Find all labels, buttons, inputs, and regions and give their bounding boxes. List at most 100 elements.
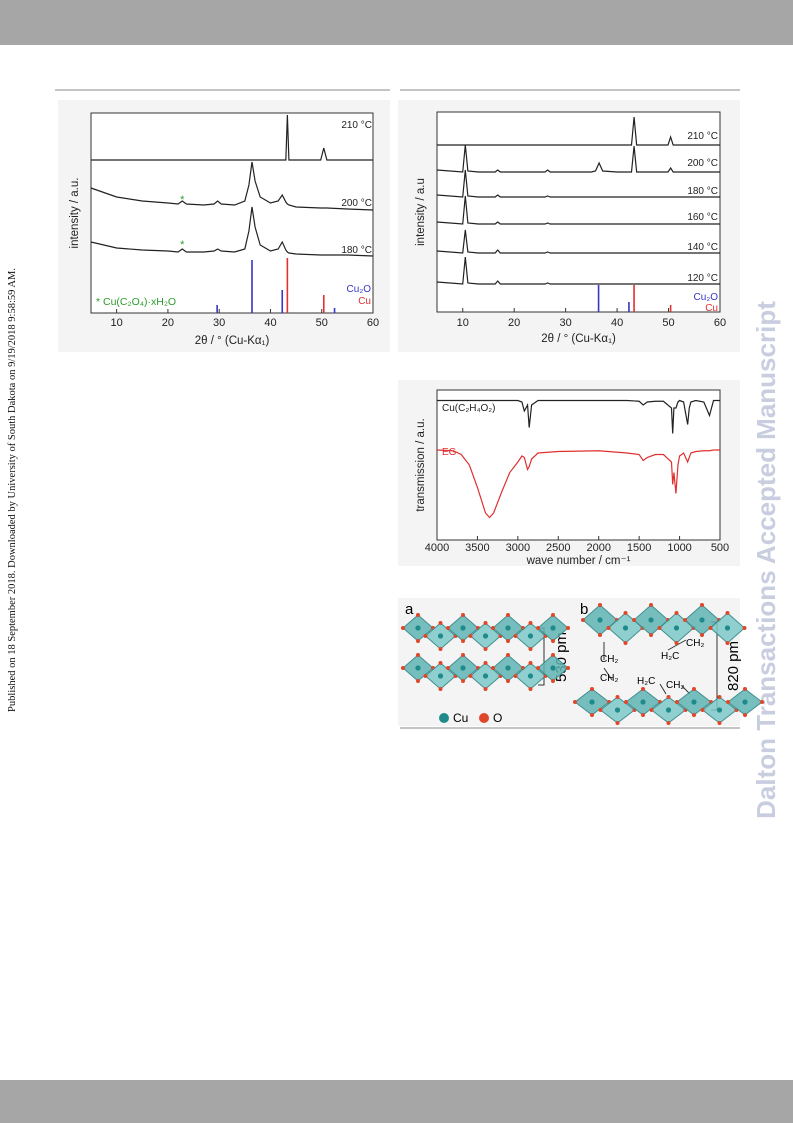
o-atom <box>513 674 518 678</box>
o-atom <box>649 603 653 607</box>
o-atom <box>598 633 602 637</box>
o-atom <box>566 626 570 630</box>
x-tick-label: 10 <box>111 317 123 329</box>
o-atom <box>624 700 628 704</box>
cu-atom <box>550 665 556 671</box>
o-atom <box>666 695 671 699</box>
header-bar <box>0 0 793 45</box>
o-atom <box>725 611 730 615</box>
spacing-label: 820 pm <box>725 641 742 691</box>
cu-atom <box>482 633 489 639</box>
cu-atom <box>648 617 654 623</box>
o-atom <box>446 666 450 670</box>
x-tick-label: 30 <box>213 317 225 329</box>
series-label: 180 °C <box>341 245 372 256</box>
cu-atom <box>614 707 621 713</box>
o-atom <box>536 626 540 630</box>
o-atom <box>743 687 747 691</box>
o-atom <box>513 634 518 638</box>
o-atom <box>506 639 510 643</box>
o-atom <box>483 621 488 625</box>
cu-atom <box>597 617 603 623</box>
cu-atom <box>622 625 629 631</box>
o-atom <box>461 653 465 657</box>
o-atom <box>491 666 495 670</box>
o-atom <box>416 639 420 643</box>
o-atom <box>536 666 540 670</box>
o-atom <box>743 713 747 717</box>
o-atom <box>438 661 443 665</box>
o-atom <box>528 661 533 665</box>
o-atom <box>623 611 628 615</box>
cu-atom <box>460 625 466 631</box>
x-tick-label: 50 <box>316 317 328 329</box>
o-atom <box>649 633 653 637</box>
x-axis-label: 2θ / ° (Cu-Kα₁) <box>541 333 616 345</box>
o-atom <box>461 639 465 643</box>
data-line <box>436 144 720 173</box>
o-atom <box>692 687 696 691</box>
o-atom <box>416 653 420 657</box>
series-label: 140 °C <box>687 242 718 253</box>
plot-frame <box>436 389 721 541</box>
cu-atom <box>589 699 595 705</box>
cu-atom <box>673 625 680 631</box>
cu-atom <box>505 665 511 671</box>
o-atom <box>401 666 405 670</box>
o-atom <box>416 613 420 617</box>
cu-atom <box>437 633 444 639</box>
group-label: H₂C <box>661 651 679 662</box>
o-atom <box>551 653 555 657</box>
o-atom <box>423 674 428 678</box>
o-atom <box>483 661 488 665</box>
footer-bar <box>0 1080 793 1123</box>
data-line <box>91 114 373 161</box>
y-axis-label: intensity / a.u. <box>69 178 81 249</box>
watermark: Dalton Transactions Accepted Manuscript <box>751 301 781 819</box>
cu-atom <box>460 665 466 671</box>
legend-label: * Cu(C₂O₄)·xH₂O <box>96 296 176 308</box>
o-atom <box>598 708 603 712</box>
o-atom <box>700 708 705 712</box>
o-atom <box>606 626 611 630</box>
y-axis-label: intensity / a.u <box>415 178 427 246</box>
o-atom <box>566 666 570 670</box>
legend-label: Cu <box>453 711 468 725</box>
structure-figure: a b 530 pm 820 pm CH₂ CH₂ H₂C CH₂ H₂C CH… <box>398 598 764 726</box>
cu-atom <box>527 673 534 679</box>
o-atom <box>528 647 533 651</box>
series-label: EG <box>442 447 457 458</box>
o-atom <box>725 641 730 645</box>
legend-label: O <box>493 711 502 725</box>
o-atom <box>666 721 671 725</box>
o-atom <box>461 679 465 683</box>
o-atom <box>581 618 585 622</box>
series-label: 210 °C <box>687 131 718 142</box>
cu-atom <box>415 665 421 671</box>
series-label: 120 °C <box>687 273 718 284</box>
o-atom <box>401 626 405 630</box>
o-atom <box>573 700 577 704</box>
o-atom <box>675 700 679 704</box>
o-atom <box>649 708 654 712</box>
sidebar-note: Published on 18 September 2018. Download… <box>7 268 18 712</box>
o-atom <box>674 641 679 645</box>
o-atom <box>438 621 443 625</box>
o-atom <box>760 700 764 704</box>
reference-label: Cu <box>705 303 718 314</box>
o-atom <box>506 679 510 683</box>
x-tick-label: 3500 <box>465 542 489 554</box>
o-atom <box>598 603 602 607</box>
o-atom <box>506 613 510 617</box>
cu-atom <box>550 625 556 631</box>
data-line <box>436 229 720 254</box>
reference-label: Cu <box>358 296 371 307</box>
o-atom <box>446 626 450 630</box>
group-label: CH₂ <box>686 638 704 649</box>
series-label: 180 °C <box>687 186 718 197</box>
o-atom <box>468 634 473 638</box>
x-tick-label: 40 <box>264 317 276 329</box>
cu-atom <box>742 699 748 705</box>
o-atom <box>692 713 696 717</box>
